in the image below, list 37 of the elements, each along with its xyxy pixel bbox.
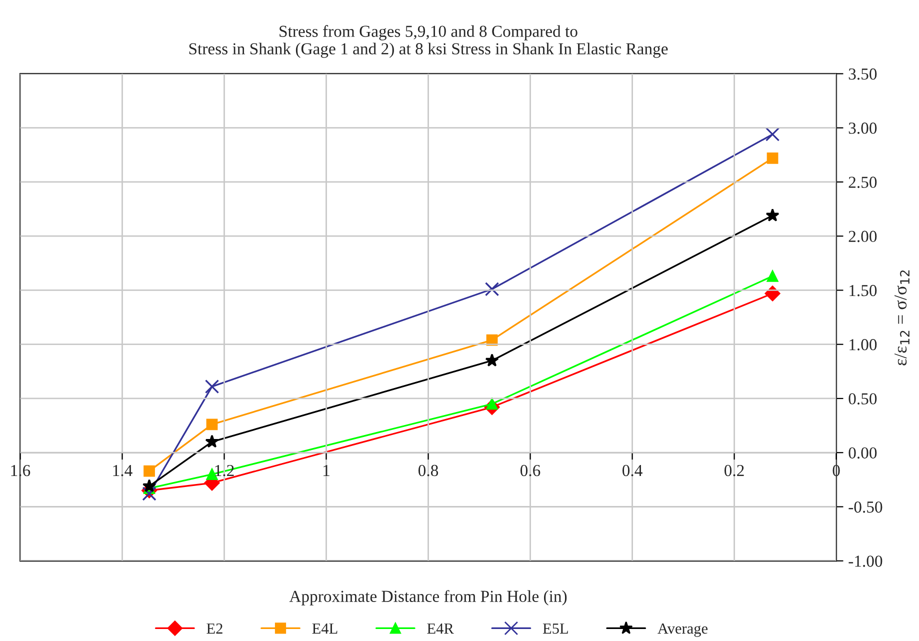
- y2-tick-label: 2.50: [848, 176, 877, 188]
- point: [765, 127, 780, 142]
- point: [485, 354, 499, 366]
- legend-label: E4R: [427, 624, 454, 634]
- point: [142, 479, 156, 492]
- y2-tick-label: -0.50: [848, 501, 882, 513]
- point: [764, 286, 780, 302]
- point: [205, 434, 219, 448]
- x-tick-label: 0.2: [724, 464, 744, 476]
- y2-tick-label: 0.50: [848, 393, 877, 405]
- point: [766, 152, 778, 164]
- chart-title: Stress from Gages 5,9,10 and 8 Compared to Stress in Shank (Gage 1 and 2) at 8 ksi Stress in Shank In Elastic Range: [189, 25, 668, 58]
- x-tick-label: 0.8: [418, 464, 438, 476]
- legend-label: Average: [658, 623, 708, 637]
- y2-tick-label: 0.00: [848, 447, 877, 459]
- point: [142, 486, 156, 501]
- x-tick-label: 0.4: [622, 464, 642, 476]
- y2-tick-label: -1.00: [848, 556, 882, 567]
- y2-tick-label: 2.00: [848, 230, 877, 242]
- legend-label: E5L: [542, 624, 568, 634]
- y2-tick-label: 1.50: [850, 284, 877, 296]
- x-tick-label: 0.6: [520, 464, 540, 476]
- point: [766, 208, 780, 222]
- y2-tick-label: 1.00: [850, 339, 877, 350]
- point: [484, 282, 500, 296]
- point: [144, 465, 155, 477]
- y2-axis-title: ε/ε$_{12}$ = σ/σ$_{12}$: [894, 270, 910, 366]
- x-tick-label: 1.4: [113, 464, 132, 476]
- y2-tick-label: 3.00: [848, 122, 877, 134]
- legend-label: E4L: [312, 624, 338, 634]
- point: [206, 418, 218, 430]
- y2-tick-label: 3.50: [848, 68, 877, 80]
- point: [204, 379, 220, 394]
- legend-label: E2: [206, 623, 222, 634]
- point: [766, 270, 778, 282]
- x-axis-title: Approximate Distance from Pin Hole (in): [289, 590, 567, 606]
- x-tick-label: 1: [324, 464, 330, 476]
